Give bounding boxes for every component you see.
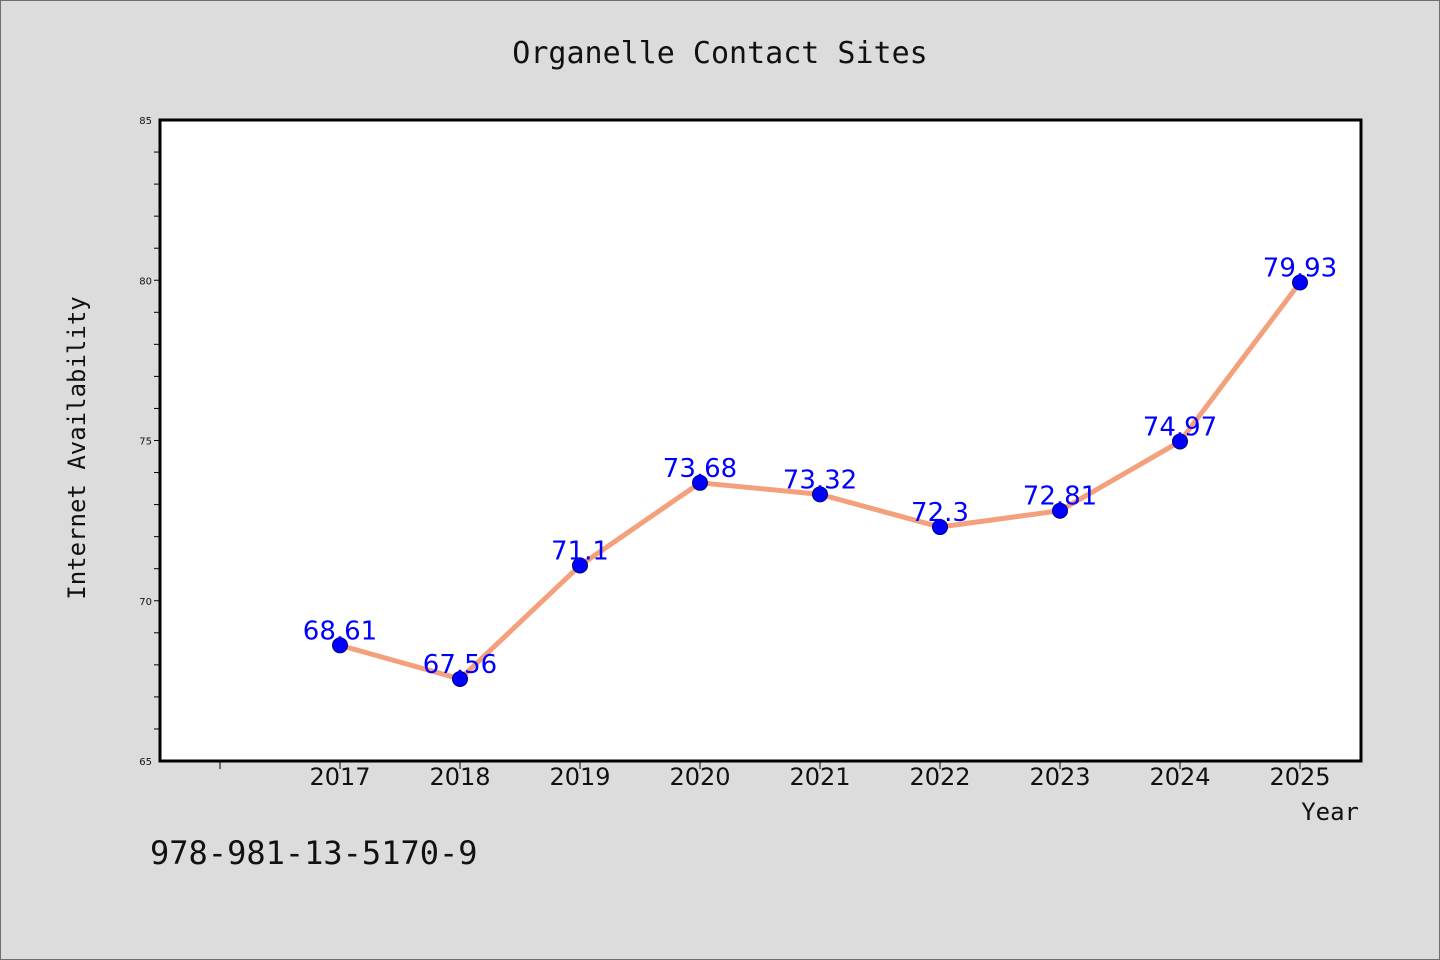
data-markers bbox=[332, 274, 1308, 687]
data-point bbox=[572, 557, 588, 574]
chart-title: Organelle Contact Sites bbox=[512, 36, 927, 71]
data-label: 74.97 bbox=[1143, 412, 1217, 442]
data-point bbox=[932, 519, 948, 536]
x-tick-label: 2019 bbox=[549, 763, 610, 791]
x-tick-label: 2021 bbox=[789, 763, 850, 791]
data-label: 72.81 bbox=[1023, 482, 1097, 512]
plot-border bbox=[158, 118, 1363, 763]
x-tick-label: 2017 bbox=[309, 763, 370, 791]
data-label: 71.1 bbox=[551, 536, 609, 566]
data-point bbox=[1172, 433, 1188, 450]
x-tick-label: 2020 bbox=[669, 763, 730, 791]
x-tick-label: 2024 bbox=[1149, 763, 1210, 791]
data-label: 67.56 bbox=[423, 650, 497, 680]
data-point bbox=[692, 474, 708, 491]
x-tick-label: 2018 bbox=[429, 763, 490, 791]
data-label: 72.3 bbox=[911, 498, 969, 528]
y-tick-label: 70 bbox=[139, 597, 152, 608]
y-tick-label: 75 bbox=[139, 437, 152, 448]
isbn-annotation: 978-981-13-5170-9 bbox=[150, 834, 478, 872]
data-label: 73.32 bbox=[783, 465, 857, 495]
x-axis: 2017 2018 2019 2020 2021 2022 2023 2024 2025 bbox=[219, 761, 1331, 791]
data-point bbox=[812, 486, 828, 503]
plot-area bbox=[160, 120, 1361, 761]
x-axis-title: Year bbox=[1301, 798, 1359, 826]
y-axis-title: Internet Availability bbox=[63, 296, 91, 599]
data-point bbox=[1292, 274, 1308, 291]
data-point bbox=[332, 637, 348, 654]
y-tick-label: 80 bbox=[139, 276, 152, 287]
y-tick-label: 65 bbox=[139, 757, 152, 768]
x-tick-label: 2022 bbox=[909, 763, 970, 791]
data-label: 68.61 bbox=[303, 616, 377, 646]
y-tick-label: 85 bbox=[139, 116, 152, 127]
data-labels: 68.61 67.56 71.1 73.68 73.32 72.3 72.81 74.97 79… bbox=[303, 253, 1337, 679]
x-tick-label: 2023 bbox=[1029, 763, 1090, 791]
data-label: 73.68 bbox=[663, 454, 737, 484]
y-axis: 65 70 75 80 85 bbox=[139, 116, 160, 768]
x-tick-label: 2025 bbox=[1269, 763, 1330, 791]
data-label: 79.93 bbox=[1263, 253, 1337, 283]
data-point bbox=[452, 670, 468, 687]
data-point bbox=[1052, 502, 1068, 519]
